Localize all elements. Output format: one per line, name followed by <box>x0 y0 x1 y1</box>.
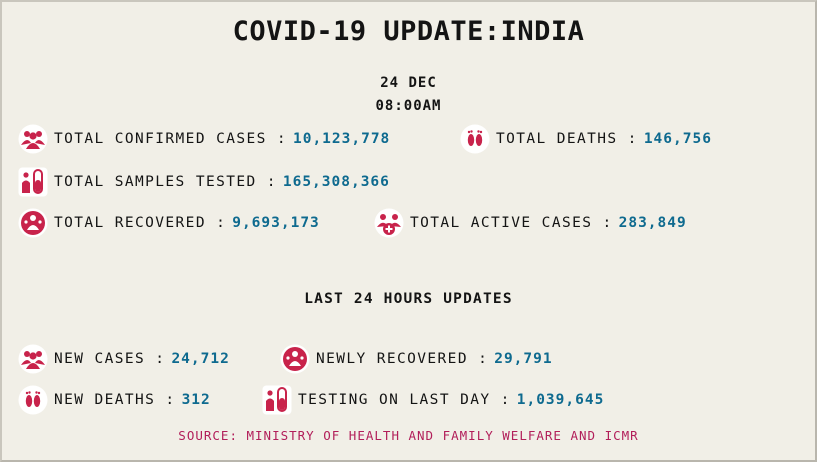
active-value: 283,849 <box>618 215 687 231</box>
confirmed-label: TOTAL CONFIRMED CASES : <box>54 131 287 147</box>
recovered-value: 9,693,173 <box>232 215 320 231</box>
recovered-icon <box>280 344 310 374</box>
testing-label: TESTING ON LAST DAY : <box>298 392 511 408</box>
testing-value: 1,039,645 <box>516 392 605 408</box>
stat-total-active: TOTAL ACTIVE CASES : 283,849 <box>374 208 687 238</box>
people-icon <box>18 344 48 374</box>
new-deaths-value: 312 <box>181 392 211 408</box>
new-deaths-label: NEW DEATHS : <box>54 392 176 408</box>
recovered-icon <box>18 208 48 238</box>
new-cases-value: 24,712 <box>171 351 230 367</box>
stat-newly-recovered: NEWLY RECOVERED : 29,791 <box>280 344 553 374</box>
active-label: TOTAL ACTIVE CASES : <box>410 215 613 231</box>
active-cases-icon <box>374 208 404 238</box>
stat-total-confirmed: TOTAL CONFIRMED CASES : 10,123,778 <box>18 124 390 154</box>
stat-total-recovered: TOTAL RECOVERED : 9,693,173 <box>18 208 320 238</box>
test-tube-icon <box>18 167 48 197</box>
deaths-label: TOTAL DEATHS : <box>496 131 638 147</box>
stat-testing-last-day: TESTING ON LAST DAY : 1,039,645 <box>262 385 604 415</box>
newly-recovered-label: NEWLY RECOVERED : <box>316 351 489 367</box>
stat-new-deaths: NEW DEATHS : 312 <box>18 385 211 415</box>
page-title: COVID-19 UPDATE:INDIA <box>232 16 585 47</box>
confirmed-value: 10,123,778 <box>292 131 391 147</box>
footprints-icon <box>18 385 48 415</box>
update-date: 24 DEC <box>380 75 437 91</box>
footprints-icon <box>460 124 490 154</box>
source-note: SOURCE: MINISTRY OF HEALTH AND FAMILY WE… <box>178 428 639 443</box>
newly-recovered-value: 29,791 <box>494 351 553 367</box>
test-tube-icon <box>262 385 292 415</box>
stat-new-cases: NEW CASES : 24,712 <box>18 344 230 374</box>
people-icon <box>18 124 48 154</box>
samples-value: 165,308,366 <box>282 174 390 190</box>
deaths-value: 146,756 <box>643 131 712 147</box>
recovered-label: TOTAL RECOVERED : <box>54 215 227 231</box>
samples-label: TOTAL SAMPLES TESTED : <box>54 174 277 190</box>
last-24-hours-heading: LAST 24 HOURS UPDATES <box>304 291 513 307</box>
new-cases-label: NEW CASES : <box>54 351 166 367</box>
stat-total-deaths: TOTAL DEATHS : 146,756 <box>460 124 712 154</box>
stat-total-samples: TOTAL SAMPLES TESTED : 165,308,366 <box>18 167 390 197</box>
update-time: 08:00AM <box>375 98 442 114</box>
